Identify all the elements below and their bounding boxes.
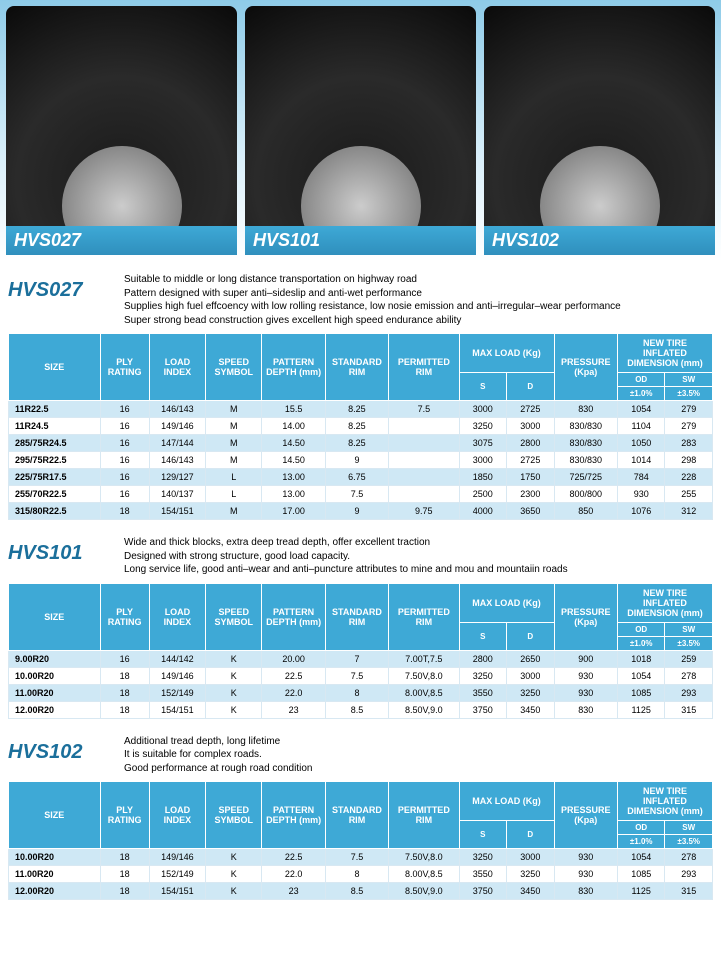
product-label: HVS102 <box>484 226 715 255</box>
spec-table: SIZE PLY RATING LOAD INDEX SPEED SYMBOL … <box>8 583 713 719</box>
table-row: 11.00R20 18152/149K 22.088.00V,8.5 35503… <box>9 684 713 701</box>
table-row: 11R22.5 16146/143M 15.58.257.5 300027258… <box>9 401 713 418</box>
table-row: 295/75R22.5 16146/143M 14.509 3000272583… <box>9 452 713 469</box>
section-title: HVS102 <box>8 735 100 764</box>
section-title: HVS101 <box>8 536 100 565</box>
table-row: 11.00R20 18152/149K 22.088.00V,8.5 35503… <box>9 866 713 883</box>
spec-section: HVS027 Suitable to middle or long distanc… <box>0 261 721 524</box>
tire-image <box>6 6 237 226</box>
section-title: HVS027 <box>8 273 100 302</box>
spec-table: SIZE PLY RATING LOAD INDEX SPEED SYMBOL … <box>8 781 713 900</box>
section-description: Wide and thick blocks, extra deep tread … <box>124 536 568 577</box>
product-label: HVS027 <box>6 226 237 255</box>
product-card: HVS027 <box>6 6 237 255</box>
hero-row: HVS027 HVS101 HVS102 <box>0 0 721 261</box>
table-row: 225/75R17.5 16129/127L 13.006.75 1850175… <box>9 469 713 486</box>
table-row: 10.00R20 18149/146K 22.57.57.50V,8.0 325… <box>9 849 713 866</box>
section-description: Suitable to middle or long distance tran… <box>124 273 621 327</box>
table-row: 315/80R22.5 18154/151M 17.0099.75 400036… <box>9 503 713 520</box>
spec-section: HVS102 Additional tread depth, long lifet… <box>0 723 721 905</box>
table-row: 10.00R20 18149/146K 22.57.57.50V,8.0 325… <box>9 667 713 684</box>
product-label: HVS101 <box>245 226 476 255</box>
product-card: HVS102 <box>484 6 715 255</box>
table-row: 285/75R24.5 16147/144M 14.508.25 3075280… <box>9 435 713 452</box>
spec-section: HVS101 Wide and thick blocks, extra deep … <box>0 524 721 723</box>
table-row: 12.00R20 18154/151K 238.58.50V,9.0 37503… <box>9 883 713 900</box>
table-row: 255/70R22.5 16140/137L 13.007.5 25002300… <box>9 486 713 503</box>
table-row: 9.00R20 16144/142K 20.0077.00T,7.5 28002… <box>9 650 713 667</box>
tire-image <box>245 6 476 226</box>
spec-table: SIZE PLY RATING LOAD INDEX SPEED SYMBOL … <box>8 333 713 520</box>
table-row: 11R24.5 16149/146M 14.008.25 32503000830… <box>9 418 713 435</box>
section-description: Additional tread depth, long lifetimeIt … <box>124 735 312 776</box>
table-row: 12.00R20 18154/151K 238.58.50V,9.0 37503… <box>9 701 713 718</box>
product-card: HVS101 <box>245 6 476 255</box>
tire-image <box>484 6 715 226</box>
